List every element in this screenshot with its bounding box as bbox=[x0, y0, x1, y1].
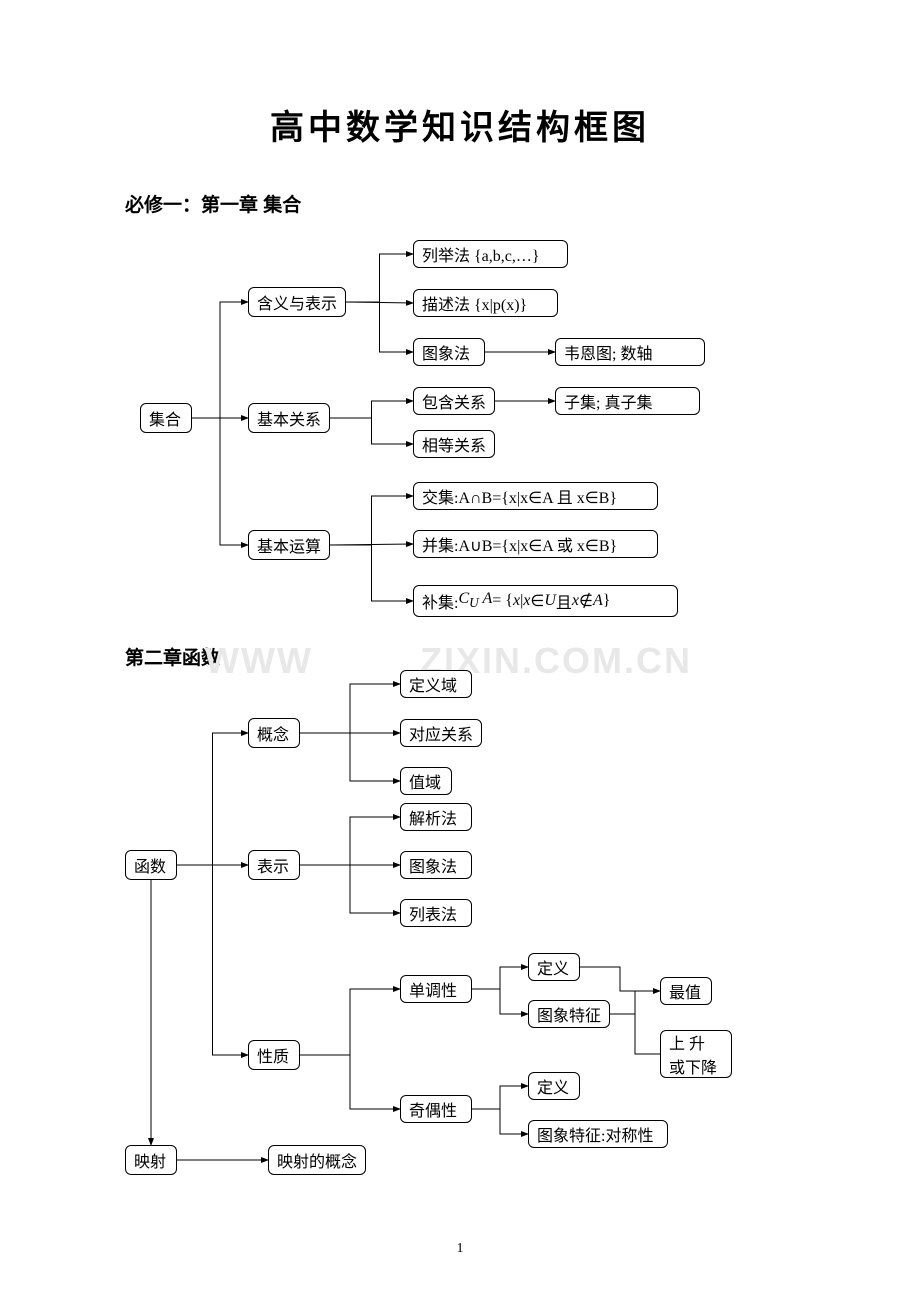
node-jiou: 奇偶性 bbox=[400, 1095, 472, 1123]
node-buji: 补集: CU A = {x | x ∈U 且 x ∉ A} bbox=[413, 585, 678, 617]
node-ziji: 子集; 真子集 bbox=[555, 387, 700, 415]
node-ysgn: 映射的概念 bbox=[268, 1145, 366, 1175]
node-biaoshi: 表示 bbox=[248, 850, 300, 880]
node-txtz1: 图象特征 bbox=[528, 1000, 610, 1028]
node-dingyi1: 定义 bbox=[528, 953, 580, 981]
node-dingyi2: 定义 bbox=[528, 1072, 580, 1100]
page-title: 高中数学知识结构框图 bbox=[0, 100, 920, 149]
node-weien: 韦恩图; 数轴 bbox=[555, 338, 705, 366]
node-jbgx: 基本关系 bbox=[248, 403, 330, 433]
node-tuxiangfa2: 图象法 bbox=[400, 851, 472, 879]
node-xingzhi: 性质 bbox=[248, 1040, 300, 1070]
section-1-title: 必修一：第一章 集合 bbox=[125, 190, 301, 217]
node-jihe: 集合 bbox=[140, 403, 192, 433]
node-yingshe: 映射 bbox=[125, 1145, 177, 1175]
node-jiexifa: 解析法 bbox=[400, 803, 472, 831]
node-baohan: 包含关系 bbox=[413, 387, 495, 415]
node-hanyi: 含义与表示 bbox=[248, 287, 346, 317]
watermark-left: WWW bbox=[205, 640, 313, 682]
page: 高中数学知识结构框图 必修一：第一章 集合 第二章函数 WWW ZIXIN.CO… bbox=[0, 0, 920, 1302]
node-jiaoji: 交集:A∩B={x|x∈A 且 x∈B} bbox=[413, 482, 658, 510]
node-tuxiangfa1: 图象法 bbox=[413, 338, 485, 366]
node-txtz2: 图象特征:对称性 bbox=[528, 1120, 668, 1148]
node-miaoshufa: 描述法 {x|p(x)} bbox=[413, 289, 558, 317]
node-bingji: 并集:A∪B={x|x∈A 或 x∈B} bbox=[413, 530, 658, 558]
node-shangsheng: 上 升 或下降 bbox=[660, 1030, 732, 1078]
node-jbys: 基本运算 bbox=[248, 530, 330, 560]
node-dandiao: 单调性 bbox=[400, 975, 472, 1003]
page-number: 1 bbox=[0, 1241, 920, 1257]
node-hanshu: 函数 bbox=[125, 850, 177, 880]
node-gainian: 概念 bbox=[248, 718, 300, 748]
node-zuizhi: 最值 bbox=[660, 977, 712, 1005]
node-liejufa: 列举法 {a,b,c,…} bbox=[413, 240, 568, 268]
node-liebiaof: 列表法 bbox=[400, 899, 472, 927]
node-dingyiyu: 定义域 bbox=[400, 670, 472, 698]
node-duiying: 对应关系 bbox=[400, 719, 482, 747]
node-xiangdeng: 相等关系 bbox=[413, 430, 495, 458]
node-zhiyu: 值域 bbox=[400, 767, 452, 795]
